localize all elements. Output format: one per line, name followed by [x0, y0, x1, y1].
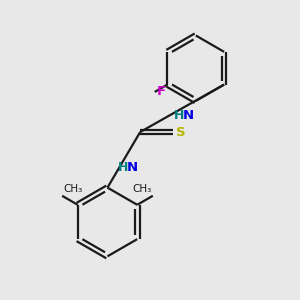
- Text: F: F: [156, 85, 166, 98]
- Text: H: H: [174, 109, 184, 122]
- Text: CH₃: CH₃: [132, 184, 152, 194]
- Text: S: S: [176, 125, 186, 139]
- Text: N: N: [127, 161, 138, 174]
- Text: H: H: [118, 161, 128, 174]
- Text: N: N: [183, 109, 194, 122]
- Text: CH₃: CH₃: [63, 184, 83, 194]
